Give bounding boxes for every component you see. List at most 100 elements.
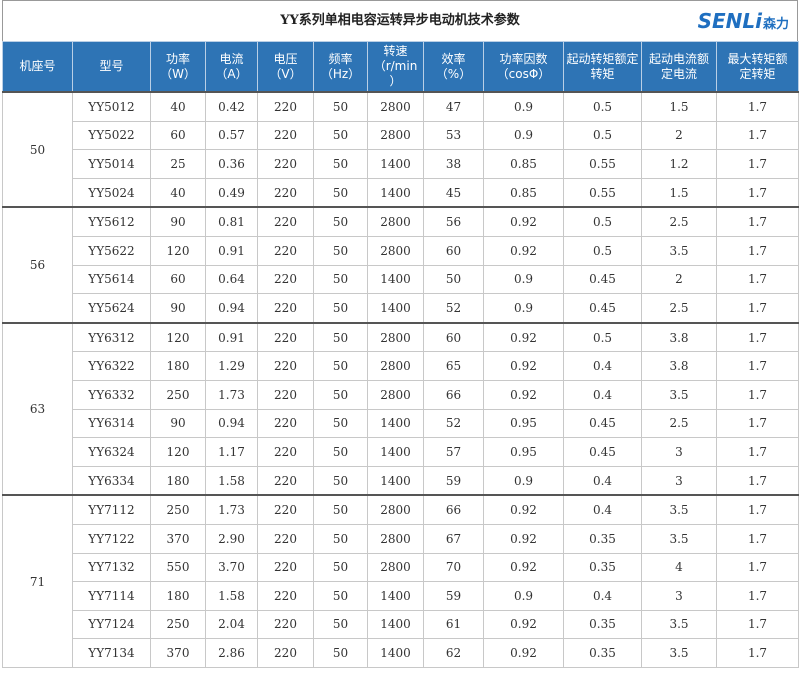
data-row: YY7124 250 2.04 220 50 1400 61 0.92 0.35 3.5 1.7 bbox=[3, 609, 799, 640]
header-text: （A） bbox=[215, 66, 248, 81]
value-cell: 0.95 bbox=[483, 437, 564, 467]
header-text: （V） bbox=[269, 66, 302, 81]
value-cell: 50 bbox=[313, 351, 368, 381]
header-text: 效率 bbox=[441, 51, 466, 66]
value-cell: 1.7 bbox=[716, 264, 799, 295]
value-cell: 62 bbox=[423, 638, 484, 668]
value-cell: 0.95 bbox=[483, 408, 564, 439]
value-cell: 2800 bbox=[367, 552, 424, 583]
value-cell: 220 bbox=[257, 494, 314, 525]
data-row: YY6314 90 0.94 220 50 1400 52 0.95 0.45 2.5 1.7 bbox=[3, 408, 799, 439]
model-cell: YY7132 bbox=[72, 552, 151, 583]
value-cell: 1.7 bbox=[716, 523, 799, 554]
value-cell: 2800 bbox=[367, 120, 424, 151]
model-cell: YY5624 bbox=[72, 293, 151, 324]
value-cell: 2.04 bbox=[205, 609, 258, 640]
value-cell: 0.92 bbox=[483, 552, 564, 583]
value-cell: 120 bbox=[150, 235, 206, 266]
value-cell: 0.35 bbox=[563, 523, 642, 554]
value-cell: 180 bbox=[150, 465, 206, 496]
value-cell: 0.42 bbox=[205, 90, 258, 122]
value-cell: 370 bbox=[150, 638, 206, 668]
value-cell: 0.91 bbox=[205, 321, 258, 353]
value-cell: 3 bbox=[641, 437, 717, 467]
value-cell: 0.4 bbox=[563, 465, 642, 496]
value-cell: 61 bbox=[423, 609, 484, 640]
value-cell: 0.5 bbox=[563, 120, 642, 151]
value-cell: 0.5 bbox=[563, 321, 642, 353]
value-cell: 220 bbox=[257, 465, 314, 496]
header-cell: 转速 （r/min） bbox=[367, 41, 424, 93]
header-row: 机座号 型号 功率 （W） 电流 （A） 电压 （V） 频率 （Hz） 转速 （r/min）效率 （%）… bbox=[2, 41, 799, 93]
value-cell: 2.86 bbox=[205, 638, 258, 668]
value-cell: 3.8 bbox=[641, 321, 717, 353]
header-cell: 功率 （W） bbox=[150, 41, 206, 93]
header-text: 功率 bbox=[165, 51, 190, 66]
value-cell: 220 bbox=[257, 90, 314, 122]
value-cell: 59 bbox=[423, 465, 484, 496]
value-cell: 1.7 bbox=[716, 437, 799, 467]
value-cell: 47 bbox=[423, 90, 484, 122]
value-cell: 1400 bbox=[367, 581, 424, 611]
value-cell: 220 bbox=[257, 638, 314, 668]
value-cell: 0.45 bbox=[563, 437, 642, 467]
data-row: YY5622 120 0.91 220 50 2800 60 0.92 0.5 3.5 1.7 bbox=[3, 235, 799, 266]
data-row: YY7122 370 2.90 220 50 2800 67 0.92 0.35 3.5 1.7 bbox=[3, 523, 799, 554]
model-cell: YY5014 bbox=[72, 149, 151, 179]
value-cell: 2 bbox=[641, 264, 717, 295]
value-cell: 120 bbox=[150, 321, 206, 353]
header-text: （W） bbox=[160, 66, 196, 81]
header-text: 定电流 bbox=[660, 66, 697, 81]
value-cell: 3.5 bbox=[641, 638, 717, 668]
value-cell: 220 bbox=[257, 437, 314, 467]
model-cell: YY5022 bbox=[72, 120, 151, 151]
model-cell: YY5622 bbox=[72, 235, 151, 266]
value-cell: 2.90 bbox=[205, 523, 258, 554]
header-text: 电压 bbox=[273, 51, 298, 66]
value-cell: 1.7 bbox=[716, 351, 799, 381]
value-cell: 180 bbox=[150, 351, 206, 381]
value-cell: 50 bbox=[313, 523, 368, 554]
table-body: 50 YY5012 40 0.42 220 50 2800 47 0.9 0.5 1.5 1.7 YY5… bbox=[2, 90, 799, 668]
model-cell: YY6314 bbox=[72, 408, 151, 439]
value-cell: 1.58 bbox=[205, 581, 258, 611]
value-cell: 50 bbox=[313, 494, 368, 525]
value-cell: 2800 bbox=[367, 90, 424, 122]
value-cell: 50 bbox=[313, 206, 368, 237]
value-cell: 2.5 bbox=[641, 206, 717, 237]
data-row: YY7134 370 2.86 220 50 1400 62 0.92 0.35 3.5 1.7 bbox=[3, 638, 799, 668]
value-cell: 65 bbox=[423, 351, 484, 381]
value-cell: 550 bbox=[150, 552, 206, 583]
header-text: （Hz） bbox=[320, 66, 361, 81]
model-cell: YY6322 bbox=[72, 351, 151, 381]
value-cell: 3.5 bbox=[641, 523, 717, 554]
model-cell: YY7112 bbox=[72, 494, 151, 525]
header-text: （r/min bbox=[373, 59, 418, 73]
data-row: YY6334 180 1.58 220 50 1400 59 0.9 0.4 3 1.7 bbox=[3, 465, 799, 496]
value-cell: 38 bbox=[423, 149, 484, 179]
value-cell: 120 bbox=[150, 437, 206, 467]
value-cell: 2.5 bbox=[641, 293, 717, 324]
value-cell: 0.92 bbox=[483, 494, 564, 525]
value-cell: 0.49 bbox=[205, 177, 258, 208]
value-cell: 2800 bbox=[367, 235, 424, 266]
value-cell: 90 bbox=[150, 293, 206, 324]
value-cell: 220 bbox=[257, 235, 314, 266]
value-cell: 52 bbox=[423, 293, 484, 324]
value-cell: 50 bbox=[423, 264, 484, 295]
value-cell: 180 bbox=[150, 581, 206, 611]
data-row: YY7132 550 3.70 220 50 2800 70 0.92 0.35 4 1.7 bbox=[3, 552, 799, 583]
value-cell: 50 bbox=[313, 235, 368, 266]
value-cell: 1.5 bbox=[641, 177, 717, 208]
value-cell: 1.58 bbox=[205, 465, 258, 496]
value-cell: 1.7 bbox=[716, 379, 799, 410]
value-cell: 1.2 bbox=[641, 149, 717, 179]
value-cell: 53 bbox=[423, 120, 484, 151]
value-cell: 1.7 bbox=[716, 321, 799, 353]
model-cell: YY5024 bbox=[72, 177, 151, 208]
value-cell: 50 bbox=[313, 120, 368, 151]
value-cell: 1.7 bbox=[716, 206, 799, 237]
value-cell: 70 bbox=[423, 552, 484, 583]
value-cell: 0.92 bbox=[483, 235, 564, 266]
value-cell: 220 bbox=[257, 293, 314, 324]
